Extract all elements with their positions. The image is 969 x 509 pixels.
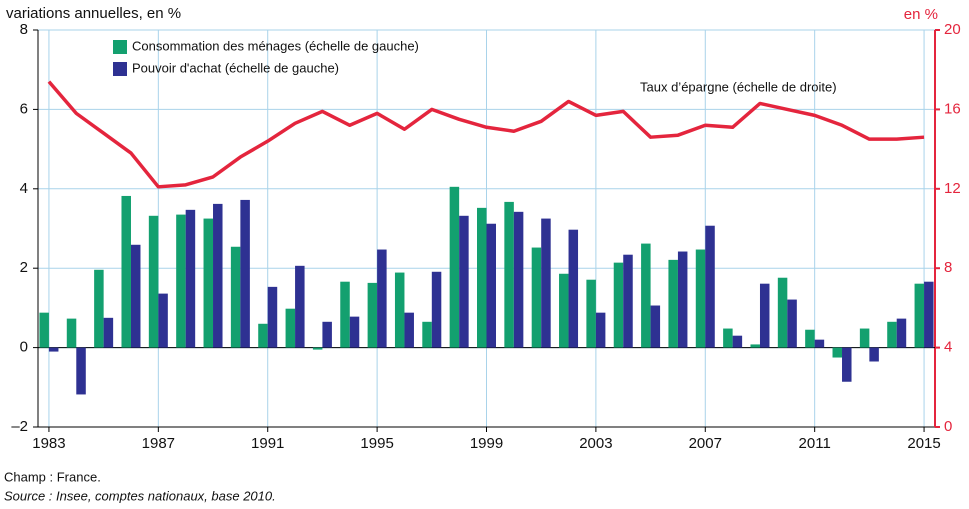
line: [47, 80, 925, 189]
bar: [723, 328, 733, 348]
bar: [559, 273, 569, 348]
y2-tick-label: 16: [944, 100, 961, 117]
bar: [705, 225, 715, 348]
bar: [568, 229, 579, 348]
x-tick-label: 1999: [470, 435, 503, 452]
bar: [504, 201, 514, 348]
bar: [787, 299, 797, 348]
y-tick-label: 2: [20, 259, 28, 276]
bar: [805, 329, 815, 348]
y-tick-label: 0: [20, 339, 28, 356]
bar: [695, 249, 706, 348]
bar: [924, 281, 934, 348]
source: Source : Insee, comptes nationaux, base …: [4, 488, 276, 503]
bar: [230, 246, 241, 348]
line-label: Taux d’épargne (échelle de droite): [640, 79, 837, 94]
bar: [777, 277, 788, 348]
bar: [641, 243, 651, 348]
bar: [367, 282, 378, 348]
bar: [668, 259, 678, 348]
legend-label: Consommation des ménages (échelle de gau…: [132, 38, 419, 53]
bar: [48, 347, 59, 352]
bar: [130, 244, 141, 348]
bar: [595, 312, 606, 348]
bar: [431, 271, 442, 348]
y2-tick-label: 4: [944, 339, 952, 356]
legend-swatch: [113, 62, 127, 76]
bar: [759, 283, 770, 348]
x-tick-label: 1987: [142, 435, 175, 452]
bar: [394, 272, 405, 348]
bar: [449, 186, 460, 348]
bar: [377, 249, 387, 348]
legend-label: Pouvoir d'achat (échelle de gauche): [132, 60, 339, 75]
bar: [158, 293, 168, 348]
bar: [103, 317, 114, 348]
y-axis-label: variations annuelles, en %: [6, 5, 181, 22]
x-tick-label: 1995: [360, 435, 393, 452]
bar: [240, 199, 250, 348]
bar: [677, 251, 688, 348]
bar: [842, 347, 852, 382]
bar: [732, 335, 743, 348]
bar: [349, 316, 360, 348]
bar: [541, 218, 551, 348]
y2-tick-label: 8: [944, 259, 952, 276]
legend-swatch: [113, 40, 127, 54]
bar: [76, 347, 86, 395]
bar: [121, 195, 131, 348]
note: Champ : France.: [4, 469, 101, 484]
bar: [94, 269, 104, 348]
bar: [531, 247, 542, 348]
y-tick-label: 8: [20, 21, 28, 38]
bar: [203, 218, 214, 348]
bar: [859, 328, 870, 348]
bar: [185, 209, 196, 348]
bar: [285, 308, 296, 348]
bar: [39, 312, 49, 348]
bar: [613, 262, 624, 348]
bar: [750, 344, 760, 348]
bar: [340, 281, 350, 348]
x-tick-label: 2003: [579, 435, 612, 452]
bar: [312, 347, 323, 350]
bar: [213, 203, 223, 348]
bar: [267, 286, 278, 348]
bar: [459, 215, 469, 348]
bar: [422, 321, 432, 348]
bar: [814, 339, 825, 348]
x-tick-label: 2007: [689, 435, 722, 452]
x-tick-label: 1991: [251, 435, 284, 452]
y-tick-label: 4: [20, 180, 28, 197]
y2-axis-label: en %: [904, 6, 938, 23]
bar: [896, 318, 907, 348]
bar: [322, 321, 332, 348]
bar: [887, 321, 897, 348]
bar: [258, 323, 268, 348]
y2-tick-label: 20: [944, 21, 961, 38]
y-tick-label: –2: [11, 418, 28, 435]
bar: [623, 254, 633, 348]
bar: [295, 265, 305, 348]
bar: [148, 215, 159, 348]
x-tick-label: 1983: [32, 435, 65, 452]
bar: [477, 207, 487, 348]
bar: [832, 347, 843, 358]
bar: [404, 312, 414, 348]
bar: [869, 347, 879, 362]
bar: [650, 305, 661, 348]
bar: [513, 211, 524, 348]
bar: [586, 279, 596, 348]
y2-tick-label: 0: [944, 418, 952, 435]
x-tick-label: 2015: [907, 435, 940, 452]
y-tick-label: 6: [20, 100, 28, 117]
bar: [914, 283, 925, 348]
y2-tick-label: 12: [944, 180, 961, 197]
bar: [176, 214, 186, 348]
bar: [486, 223, 496, 348]
x-tick-label: 2011: [799, 435, 831, 452]
bar: [66, 318, 77, 348]
